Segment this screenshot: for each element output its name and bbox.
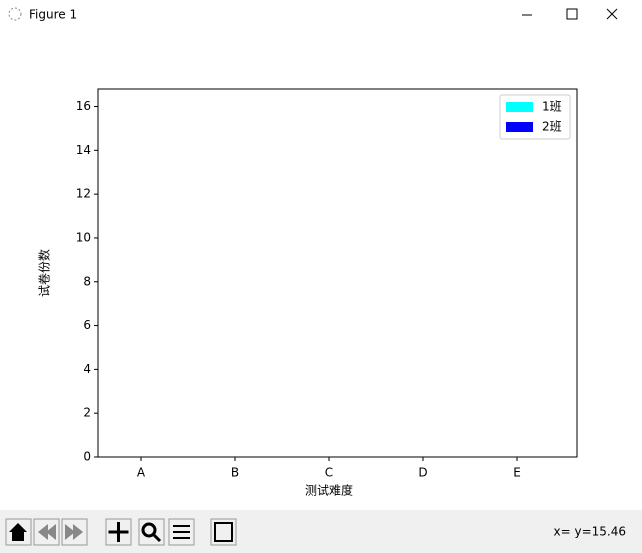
pan-icon xyxy=(108,522,129,542)
y-axis-label: 试卷份数 xyxy=(37,249,52,297)
forward-icon xyxy=(65,524,83,540)
legend-swatch xyxy=(506,102,533,112)
legend-label: 2班 xyxy=(542,120,562,134)
axes-frame xyxy=(97,88,578,458)
x-tick-label: A xyxy=(137,466,146,480)
y-tick-label: 8 xyxy=(83,274,91,288)
app-icon xyxy=(8,7,22,21)
maximize-button[interactable] xyxy=(566,8,578,20)
close-button[interactable] xyxy=(606,8,618,20)
x-tick-label: E xyxy=(513,466,521,480)
window-title: Figure 1 xyxy=(29,8,77,22)
x-tick-label: C xyxy=(325,466,333,480)
x-axis-label: 测试难度 xyxy=(305,483,353,498)
plot xyxy=(97,88,578,458)
y-tick-label: 6 xyxy=(83,318,91,332)
y-tick-label: 12 xyxy=(76,187,91,201)
home-icon xyxy=(9,523,27,541)
legend-swatch xyxy=(506,122,533,132)
save-icon xyxy=(214,522,233,542)
back-icon xyxy=(38,524,56,540)
y-tick-label: 2 xyxy=(83,406,91,420)
y-tick-label: 0 xyxy=(83,450,91,464)
toolbar xyxy=(0,510,642,553)
status-text: x= y=15.46 xyxy=(554,525,626,539)
x-tick-label: B xyxy=(231,466,239,480)
zoom-handle xyxy=(151,532,162,543)
legend-label: 1班 xyxy=(542,100,562,114)
y-tick-label: 14 xyxy=(76,143,91,157)
zoom-icon xyxy=(141,522,157,538)
toolbar-buttons xyxy=(5,518,237,546)
configure-icon xyxy=(173,525,190,539)
x-tick-label: D xyxy=(418,466,427,480)
y-tick-label: 4 xyxy=(83,362,91,376)
y-tick-label: 16 xyxy=(76,99,91,113)
y-tick-label: 10 xyxy=(76,230,91,244)
